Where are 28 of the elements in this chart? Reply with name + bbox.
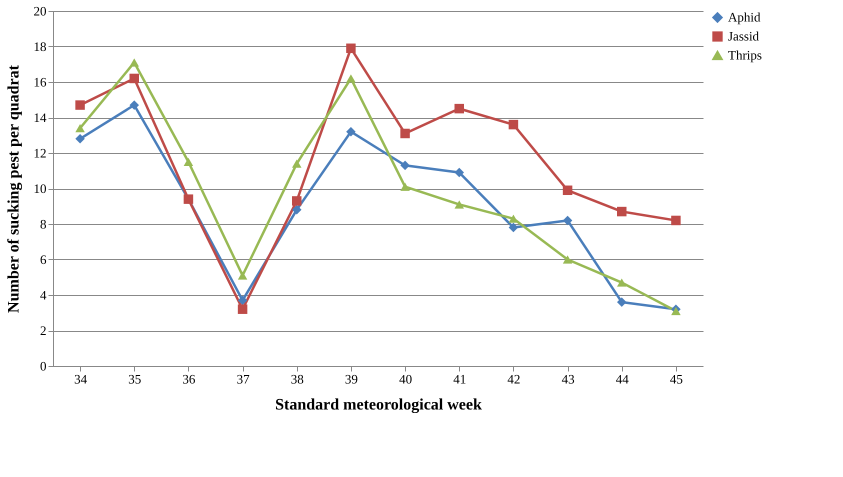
legend-label: Thrips [728, 48, 762, 62]
x-axis-title: Standard meteorological week [275, 396, 482, 414]
y-tick-label: 16 [34, 74, 47, 90]
x-tick-label: 42 [507, 372, 520, 386]
y-tick-label: 10 [34, 181, 46, 196]
y-tick-label: 2 [40, 323, 46, 338]
x-tick-label: 39 [344, 372, 358, 386]
x-tick-label: 37 [236, 372, 250, 386]
x-tick-label: 45 [670, 372, 683, 386]
x-tick-label: 34 [74, 372, 88, 386]
y-tick-label: 14 [34, 110, 47, 125]
y-tick-label: 12 [34, 146, 46, 160]
y-tick-label: 18 [34, 39, 46, 54]
x-tick-label: 40 [399, 372, 412, 386]
x-tick-label: 41 [453, 372, 466, 386]
y-tick-label: 0 [40, 358, 46, 374]
x-tick-label: 35 [128, 372, 142, 386]
legend-label: Jassid [728, 28, 760, 44]
x-tick-label: 36 [182, 372, 196, 386]
y-tick-label: 20 [34, 4, 46, 18]
x-tick-label: 44 [616, 372, 630, 386]
y-tick-label: 4 [40, 288, 47, 302]
legend-label: Aphid [728, 10, 761, 24]
y-tick-label: 8 [40, 216, 46, 232]
y-tick-label: 6 [40, 252, 47, 267]
y-axis-title: Number of sucking pest per quadrat [6, 64, 22, 313]
x-tick-label: 38 [290, 372, 304, 386]
x-tick-label: 43 [562, 372, 575, 386]
